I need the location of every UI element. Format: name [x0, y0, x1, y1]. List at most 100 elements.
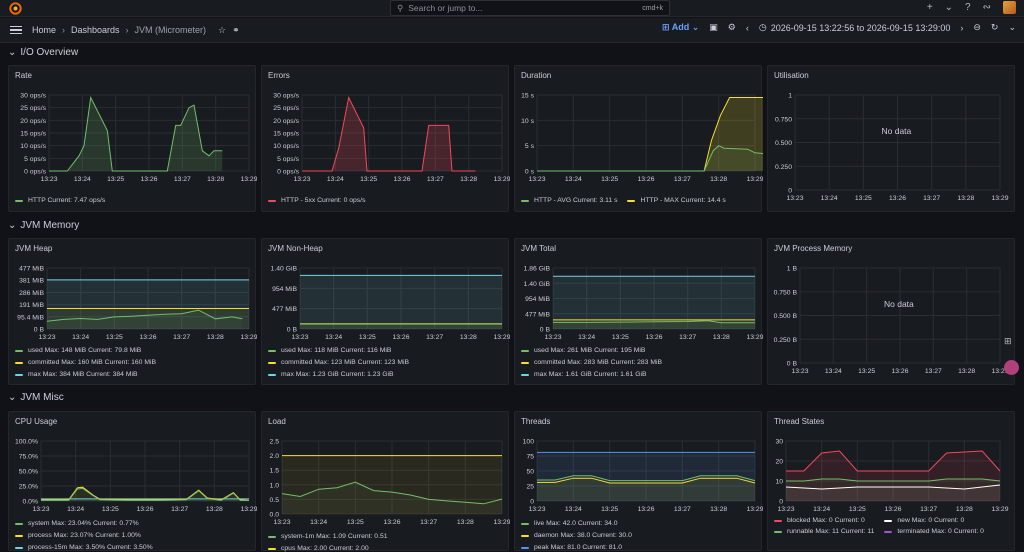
- panel-graph[interactable]: 30 ops/s 25 ops/s 20 ops/s 15 ops/s 10 ops/s…: [9, 66, 257, 213]
- settings-gear-icon[interactable]: ⚙: [727, 22, 736, 32]
- panel-title[interactable]: CPU Usage: [15, 417, 58, 426]
- series-line-daemon[interactable]: [537, 477, 756, 484]
- add-button[interactable]: ⊞ Add ⌄: [661, 22, 700, 32]
- legend-item[interactable]: terminated Max: 0 Current: 0: [884, 528, 984, 535]
- panel-duration[interactable]: Duration 15 s 10 s 5 s 0 s 13:23 13:24 13:25 13:…: [514, 65, 763, 213]
- panel-graph[interactable]: 1 B 0.750 B 0.500 B 0.250 B 0 B13:23 13:24 13:…: [768, 239, 1016, 386]
- panel-graph[interactable]: 1.40 GiB 954 MiB 477 MiB 0 B13:23 13:24 13:25…: [262, 239, 510, 386]
- help-icon[interactable]: ?: [965, 2, 971, 13]
- breadcrumb-home[interactable]: Home: [32, 25, 57, 35]
- legend-item[interactable]: process Max: 23.07% Current: 1.00%: [15, 532, 153, 539]
- x-tick-label: 13:28: [206, 506, 223, 513]
- legend-item[interactable]: HTTP - MAX Current: 14.4 s: [627, 197, 726, 204]
- panel-load[interactable]: Load 2.5 2.0 1.5 1.0 0.5 0.0 13:23 13:24 13:25 13:…: [261, 411, 510, 552]
- series-line-live[interactable]: [537, 475, 756, 482]
- panel-graph[interactable]: 100 75 50 25 013:23 13:24 13:25 13:26 13:27 13:28…: [515, 412, 763, 552]
- legend-item[interactable]: runnable Max: 11 Current: 11: [774, 528, 874, 535]
- star-icon[interactable]: ☆: [218, 24, 227, 35]
- legend-item[interactable]: max Max: 1.23 GiB Current: 1.23 GiB: [268, 371, 409, 378]
- legend-item[interactable]: blocked Max: 0 Current: 0: [774, 517, 874, 524]
- series-line-new[interactable]: [785, 484, 1001, 490]
- legend-item[interactable]: process-15m Max: 3.50% Current: 3.50%: [15, 544, 153, 551]
- avatar[interactable]: [1003, 1, 1016, 14]
- legend-item[interactable]: daemon Max: 38.0 Current: 30.0: [521, 532, 632, 539]
- panel-graph[interactable]: 2.5 2.0 1.5 1.0 0.5 0.013:23 13:24 13:25 13:26 13…: [262, 412, 510, 552]
- series-line-process[interactable]: [41, 486, 250, 501]
- panel-heap[interactable]: JVM Heap 477 MiB 381 MiB 286 MiB 191 MiB 95.4…: [8, 238, 257, 386]
- legend-item[interactable]: max Max: 1.61 GiB Current: 1.61 GiB: [521, 371, 662, 378]
- series-line-system[interactable]: [41, 487, 250, 501]
- legend-item[interactable]: used Max: 261 MiB Current: 195 MiB: [521, 347, 662, 354]
- legend-item[interactable]: used Max: 118 MiB Current: 116 MiB: [268, 347, 409, 354]
- series-line-used[interactable]: [553, 320, 755, 324]
- legend-item[interactable]: system-1m Max: 1.09 Current: 0.51: [268, 533, 388, 540]
- panel-title[interactable]: Duration: [521, 71, 552, 80]
- panel-title[interactable]: JVM Non-Heap: [268, 244, 323, 253]
- side-widget-icon[interactable]: ⊞: [1004, 336, 1012, 346]
- share-icon[interactable]: ⚭: [232, 24, 240, 35]
- panel-title[interactable]: Load: [268, 417, 286, 426]
- grafana-logo-icon[interactable]: [9, 2, 22, 15]
- legend-item[interactable]: committed Max: 123 MiB Current: 123 MiB: [268, 359, 409, 366]
- legend-item[interactable]: HTTP Current: 7.47 ops/s: [15, 197, 105, 204]
- panel-utilisation[interactable]: Utilisation 1 0.750 0.500 0.250 0 13:23 13:24 13…: [767, 65, 1015, 212]
- zoom-out-icon[interactable]: ⊖: [973, 22, 981, 32]
- legend-item[interactable]: max Max: 384 MiB Current: 384 MiB: [15, 371, 156, 378]
- series-line-http-5xx[interactable]: [302, 95, 476, 172]
- panel-graph[interactable]: 30 ops/s 25 ops/s 20 ops/s 15 ops/s 10 ops/s…: [262, 66, 510, 213]
- save-icon[interactable]: ▣: [709, 22, 718, 32]
- legend-item[interactable]: new Max: 0 Current: 0: [884, 517, 984, 524]
- panel-procmem[interactable]: JVM Process Memory 1 B 0.750 B 0.500 B 0.250…: [767, 238, 1015, 385]
- legend-item[interactable]: committed Max: 283 MiB Current: 283 MiB: [521, 359, 662, 366]
- series-line-blocked[interactable]: [786, 450, 1001, 472]
- series-line-system-1m[interactable]: [281, 481, 503, 505]
- panel-title[interactable]: Errors: [268, 71, 290, 80]
- legend-item[interactable]: HTTP - 5xx Current: 0 ops/s: [268, 197, 365, 204]
- legend-item[interactable]: committed Max: 160 MiB Current: 160 MiB: [15, 359, 156, 366]
- legend-item[interactable]: HTTP - AVG Current: 3.11 s: [521, 197, 617, 204]
- time-range-picker[interactable]: ◷ 2026-09-15 13:22:56 to 2026-09-15 13:29…: [759, 22, 951, 33]
- panel-cpu[interactable]: CPU Usage 100.0% 75.0% 50.0% 25.0% 0.0% 13:23 1…: [8, 411, 257, 552]
- refresh-interval-chevron-icon[interactable]: ⌄: [1008, 22, 1016, 32]
- breadcrumb-dashboards[interactable]: Dashboards: [71, 25, 120, 35]
- rss-news-icon[interactable]: ∾: [982, 2, 991, 13]
- series-line-runnable[interactable]: [786, 478, 1001, 482]
- panel-errors[interactable]: Errors 30 ops/s 25 ops/s 20 ops/s 15 ops/s 10…: [261, 65, 510, 213]
- panel-total[interactable]: JVM Total 1.86 GiB 1.40 GiB 954 MiB 477 MiB 0…: [514, 238, 763, 386]
- panel-nonheap[interactable]: JVM Non-Heap 1.40 GiB 954 MiB 477 MiB 0 B 13:…: [261, 238, 510, 386]
- panel-threads[interactable]: Threads 100 75 50 25 0 13:23 13:24 13:25 13:26 13:…: [514, 411, 763, 552]
- menu-icon[interactable]: [10, 25, 22, 35]
- panel-graph[interactable]: 30 20 10 013:23 13:24 13:25 13:26 13:27 13:28 13:…: [768, 412, 1016, 552]
- new-plus-icon[interactable]: +: [926, 2, 933, 13]
- row-jvm-memory[interactable]: ⌄ JVM Memory: [8, 220, 79, 231]
- panel-graph[interactable]: 1 0.750 0.500 0.250 013:23 13:24 13:25 13:26 13:…: [768, 66, 1016, 213]
- panel-title[interactable]: JVM Heap: [15, 244, 53, 253]
- series-line-used[interactable]: [46, 309, 243, 322]
- series-line-http-avg[interactable]: [537, 145, 763, 172]
- chevron-down-icon[interactable]: ⌄: [944, 2, 954, 13]
- refresh-icon[interactable]: ↻: [990, 22, 999, 32]
- series-line-http[interactable]: [49, 95, 223, 172]
- legend-item[interactable]: live Max: 42.0 Current: 34.0: [521, 520, 632, 527]
- search-bar[interactable]: ⚲ Search or jump to... cmd+k: [390, 0, 670, 16]
- side-avatar-icon[interactable]: [1004, 360, 1019, 375]
- legend-item[interactable]: used Max: 148 MiB Current: 79.8 MiB: [15, 347, 156, 354]
- panel-title[interactable]: Threads: [521, 417, 551, 426]
- legend-item[interactable]: system Max: 23.04% Current: 0.77%: [15, 520, 153, 527]
- panel-graph[interactable]: 15 s 10 s 5 s 0 s13:23 13:24 13:25 13:26 13:27 1…: [515, 66, 763, 213]
- panel-states[interactable]: Thread States 30 20 10 0 13:23 13:24 13:25 13:26…: [767, 411, 1015, 551]
- panel-title[interactable]: JVM Process Memory: [774, 244, 853, 253]
- legend-item[interactable]: peak Max: 81.0 Current: 81.0: [521, 544, 632, 551]
- panel-title[interactable]: Utilisation: [774, 71, 809, 80]
- panel-title[interactable]: Thread States: [774, 417, 825, 426]
- panel-title[interactable]: JVM Total: [521, 244, 556, 253]
- row-io-overview[interactable]: ⌄ I/O Overview: [8, 47, 78, 58]
- panel-rate[interactable]: Rate 30 ops/s 25 ops/s 20 ops/s 15 ops/s 10 o…: [8, 65, 257, 213]
- panel-graph[interactable]: 100.0% 75.0% 50.0% 25.0% 0.0%13:23 13:24 13:25…: [9, 412, 257, 552]
- time-back-icon[interactable]: ‹: [745, 22, 749, 33]
- row-jvm-misc[interactable]: ⌄ JVM Misc: [8, 392, 64, 403]
- panel-graph[interactable]: 1.86 GiB 1.40 GiB 954 MiB 477 MiB 0 B13:23 13…: [515, 239, 763, 386]
- time-forward-icon[interactable]: ›: [960, 22, 964, 33]
- panel-title[interactable]: Rate: [15, 71, 32, 80]
